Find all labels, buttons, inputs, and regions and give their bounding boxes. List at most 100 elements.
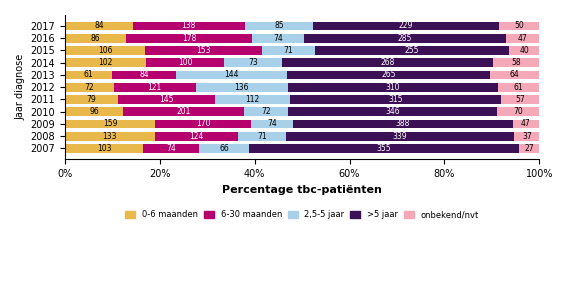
Bar (154, 132, 238, 141)
Bar (515, 132, 539, 141)
Text: 79: 79 (86, 95, 97, 104)
Bar (65, 95, 118, 104)
Text: 133: 133 (103, 132, 117, 141)
Bar (509, 46, 539, 55)
Text: 112: 112 (245, 95, 260, 104)
Text: 72: 72 (85, 83, 94, 92)
Bar (244, 107, 288, 116)
Text: 86: 86 (91, 34, 101, 43)
Text: 103: 103 (97, 144, 111, 153)
Text: 355: 355 (377, 144, 391, 153)
Bar (286, 132, 515, 141)
Bar (65, 21, 133, 30)
Bar (176, 70, 287, 80)
Legend: 0-6 maanden, 6-30 maanden, 2,5-5 jaar, >5 jaar, onbekend/nvt: 0-6 maanden, 6-30 maanden, 2,5-5 jaar, >… (122, 207, 482, 222)
Bar (143, 144, 199, 153)
Bar (261, 46, 315, 55)
Bar (123, 107, 244, 116)
Text: 66: 66 (219, 144, 229, 153)
Bar (224, 58, 282, 67)
Text: 229: 229 (399, 21, 414, 30)
Text: 85: 85 (274, 21, 284, 30)
Bar (65, 144, 143, 153)
Bar (249, 144, 519, 153)
Bar (501, 95, 539, 104)
Text: 74: 74 (268, 120, 277, 129)
Text: 71: 71 (257, 132, 267, 141)
Text: 136: 136 (235, 83, 249, 92)
Text: 255: 255 (405, 46, 419, 55)
Bar (494, 58, 539, 67)
Text: 346: 346 (385, 107, 400, 116)
Text: 121: 121 (148, 83, 162, 92)
Text: 47: 47 (521, 120, 531, 129)
Bar (498, 83, 539, 92)
Bar (114, 83, 196, 92)
Bar (65, 83, 114, 92)
Bar (65, 58, 145, 67)
Bar (145, 58, 224, 67)
Bar (252, 34, 304, 43)
Bar (65, 34, 126, 43)
Text: 84: 84 (139, 70, 149, 80)
Text: 40: 40 (519, 46, 529, 55)
Text: 144: 144 (224, 70, 239, 80)
Bar (118, 95, 215, 104)
Text: 310: 310 (386, 83, 400, 92)
Text: 50: 50 (514, 21, 524, 30)
Text: 138: 138 (182, 21, 196, 30)
Text: 159: 159 (103, 120, 117, 129)
Bar (315, 46, 509, 55)
Bar (288, 83, 498, 92)
Bar (199, 144, 249, 153)
Bar (497, 107, 539, 116)
Bar (112, 70, 176, 80)
Bar (65, 132, 154, 141)
Text: 388: 388 (396, 120, 410, 129)
Bar (133, 21, 245, 30)
Text: 106: 106 (98, 46, 112, 55)
Bar (506, 34, 539, 43)
Bar (65, 120, 155, 128)
Text: 285: 285 (398, 34, 412, 43)
Bar (65, 107, 123, 116)
Text: 72: 72 (261, 107, 271, 116)
Text: 37: 37 (522, 132, 532, 141)
Bar (287, 70, 490, 80)
Bar (282, 58, 494, 67)
Bar (490, 70, 539, 80)
Bar (293, 120, 513, 128)
Text: 61: 61 (83, 70, 93, 80)
Text: 58: 58 (512, 58, 521, 67)
Bar (288, 107, 497, 116)
Bar (155, 120, 251, 128)
Text: 170: 170 (196, 120, 210, 129)
Text: 73: 73 (248, 58, 258, 67)
Text: 71: 71 (283, 46, 293, 55)
Text: 61: 61 (514, 83, 523, 92)
Text: 70: 70 (513, 107, 523, 116)
Text: 27: 27 (524, 144, 534, 153)
Text: 96: 96 (89, 107, 99, 116)
Text: 339: 339 (393, 132, 407, 141)
Bar (251, 120, 293, 128)
Text: 74: 74 (166, 144, 176, 153)
Bar (196, 83, 288, 92)
Bar (513, 120, 539, 128)
Bar (519, 144, 539, 153)
Bar (290, 95, 501, 104)
Text: 102: 102 (98, 58, 112, 67)
X-axis label: Percentage tbc-patiënten: Percentage tbc-patiënten (222, 185, 382, 195)
Text: 201: 201 (177, 107, 191, 116)
Text: 57: 57 (515, 95, 525, 104)
Text: 178: 178 (182, 34, 196, 43)
Bar (245, 21, 314, 30)
Text: 315: 315 (389, 95, 403, 104)
Text: 145: 145 (159, 95, 174, 104)
Text: 100: 100 (178, 58, 192, 67)
Bar (145, 46, 261, 55)
Bar (304, 34, 506, 43)
Text: 124: 124 (189, 132, 203, 141)
Text: 153: 153 (197, 46, 211, 55)
Text: 265: 265 (381, 70, 396, 80)
